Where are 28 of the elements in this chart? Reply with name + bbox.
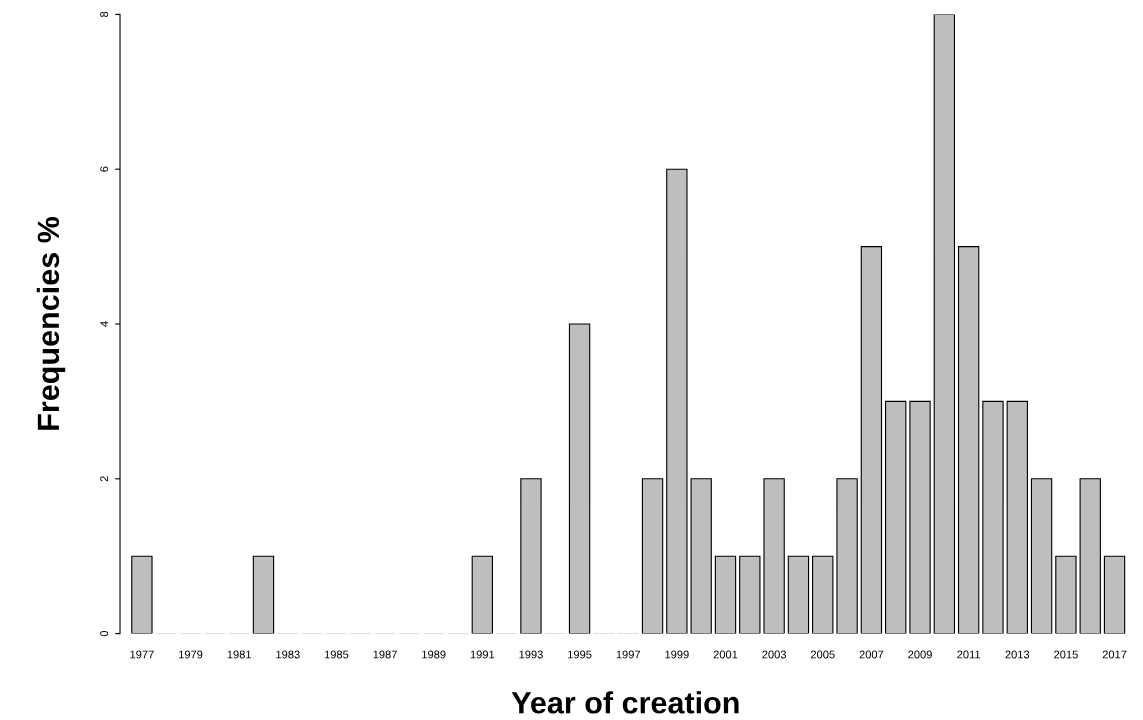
x-tick-label: 2011 bbox=[957, 650, 981, 659]
x-tick-label: 2007 bbox=[859, 650, 884, 659]
x-tick-label: 2005 bbox=[810, 650, 835, 659]
x-tick-label: 2017 bbox=[1102, 650, 1127, 659]
x-tick-label: 1989 bbox=[422, 650, 446, 659]
x-tick-label: 1977 bbox=[130, 650, 154, 659]
y-tick-label: 2 bbox=[100, 476, 108, 482]
x-tick-label: 1983 bbox=[276, 650, 300, 659]
x-tick-label: 1979 bbox=[179, 650, 203, 659]
y-tick-label: 6 bbox=[100, 166, 109, 172]
x-tick-label: 1997 bbox=[616, 650, 641, 659]
x-tick-label: 2003 bbox=[762, 650, 786, 659]
y-tick-label: 8 bbox=[100, 11, 109, 18]
x-axis-title: Year of creation bbox=[511, 691, 739, 714]
x-tick-label: 1993 bbox=[519, 650, 543, 659]
x-tick-label: 2001 bbox=[713, 650, 738, 659]
x-tick-label: 1995 bbox=[568, 650, 592, 659]
x-tick-label: 1991 bbox=[470, 650, 495, 659]
y-tick-label: 4 bbox=[100, 321, 108, 327]
x-tick-label: 1987 bbox=[373, 650, 397, 659]
x-tick-label: 1985 bbox=[324, 650, 349, 659]
x-tick-label: 1981 bbox=[227, 650, 251, 659]
y-axis-title: Frequencies % bbox=[36, 216, 66, 430]
y-tick-label: 0 bbox=[100, 630, 109, 637]
x-tick-label: 1999 bbox=[665, 650, 689, 659]
x-tick-label: 2013 bbox=[1005, 650, 1030, 659]
x-tick-label: 2015 bbox=[1054, 650, 1078, 659]
x-tick-label: 2009 bbox=[908, 650, 932, 659]
